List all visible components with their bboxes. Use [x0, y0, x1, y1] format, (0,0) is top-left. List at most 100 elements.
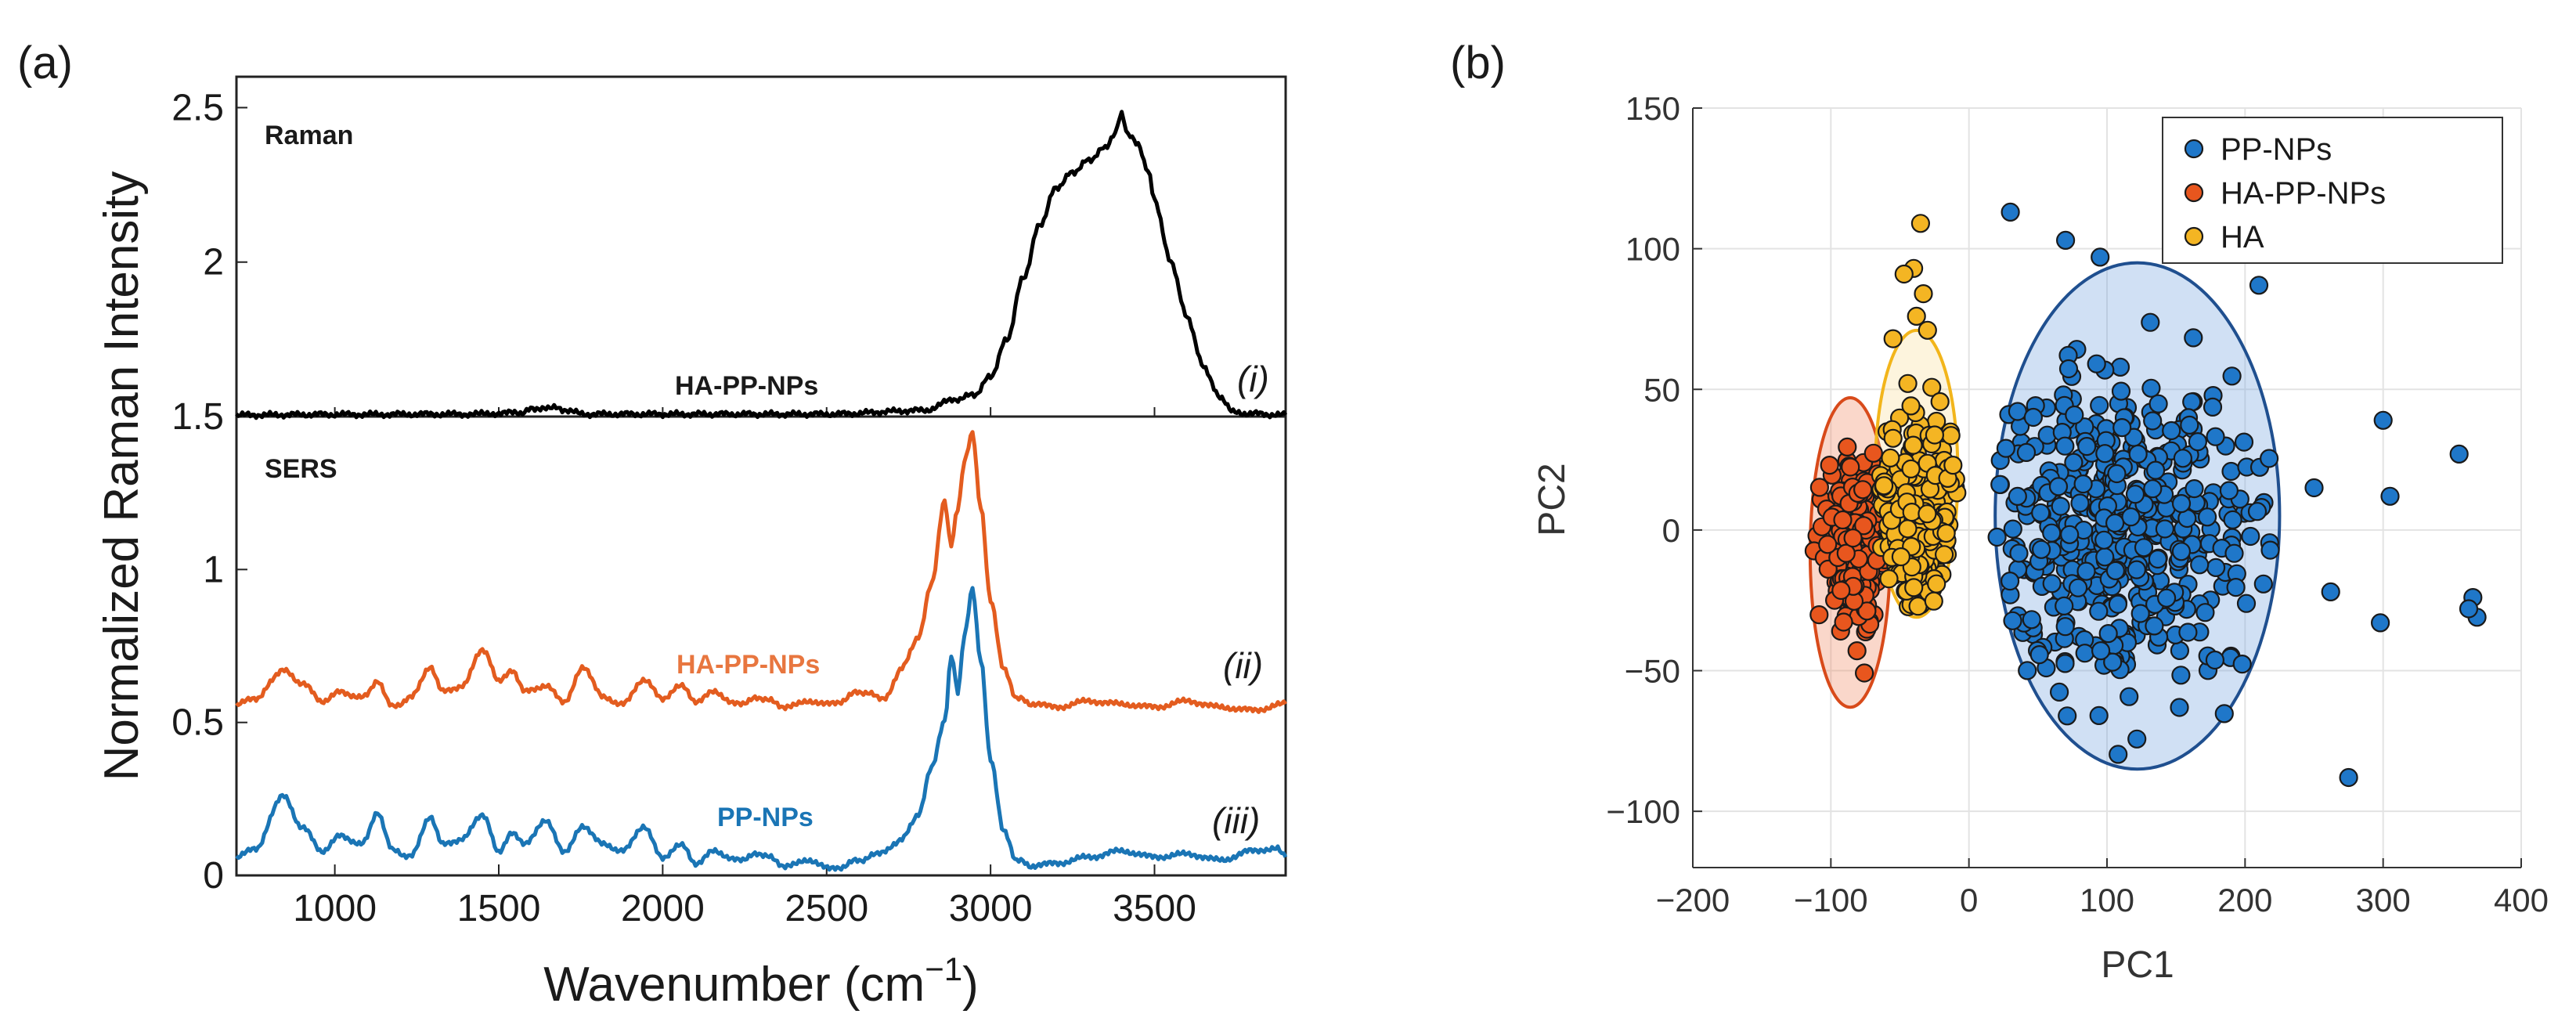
panel-a-frame	[235, 75, 1287, 877]
point-pp-nps	[2031, 503, 2051, 523]
point-pp-nps	[2001, 571, 2020, 591]
point-pp-nps	[2111, 381, 2131, 401]
point-pp-nps	[2190, 555, 2210, 575]
point-pp-nps	[2077, 436, 2097, 456]
point-ha-pp-nps	[1836, 543, 1856, 563]
sers-ha-pp-nps-label: HA-PP-NPs	[676, 650, 820, 680]
legend-marker-pp-nps	[2184, 139, 2204, 159]
xlabel-sup: −1	[925, 951, 962, 987]
point-ha	[1891, 547, 1910, 567]
point-pp-nps	[2170, 698, 2189, 717]
raman-title: Raman	[265, 121, 353, 150]
legend-label-pp-nps: PP-NPs	[2221, 132, 2332, 167]
point-ha	[1918, 320, 1937, 340]
xlabel-base: Wavenumber (cm	[543, 958, 925, 1012]
point-pp-nps	[2058, 359, 2079, 379]
point-ha-pp-nps	[1838, 437, 1857, 457]
y-tick-label: −50	[1625, 653, 1680, 690]
point-pp-nps	[2018, 661, 2037, 680]
legend-label-ha: HA	[2221, 220, 2264, 254]
panel-a: 1000 1500 2000 2500 3000 3500 1.5 2 2.5 0 0.5 1 Ram…	[95, 75, 1288, 1012]
point-ha-pp-nps	[1855, 663, 1874, 683]
point-pp-nps	[2075, 644, 2094, 663]
point-ha	[1874, 476, 1894, 496]
x-tick-label: 100	[2080, 882, 2134, 918]
point-ha	[1927, 574, 1946, 594]
point-pp-nps	[2055, 654, 2075, 673]
panel-a-lines	[235, 110, 1288, 872]
point-pp-nps	[2206, 427, 2225, 446]
x-tick-label: 1500	[457, 888, 541, 929]
point-ha	[1925, 425, 1944, 445]
point-pp-nps	[2008, 402, 2027, 421]
point-pp-nps	[2188, 431, 2207, 452]
point-pp-nps	[2221, 461, 2241, 482]
point-pp-nps	[2155, 519, 2174, 539]
point-pp-nps	[2108, 594, 2127, 614]
point-ha	[1914, 284, 1933, 304]
point-pp-nps	[2001, 202, 2020, 222]
point-pp-nps	[2260, 449, 2279, 468]
point-pp-nps	[1987, 527, 2007, 547]
point-pp-nps	[2185, 478, 2204, 499]
point-pp-nps	[2042, 523, 2062, 543]
point-pp-nps	[2095, 547, 2115, 567]
point-pp-nps	[2148, 549, 2167, 569]
point-pp-nps	[2206, 557, 2226, 578]
point-ha	[1883, 428, 1903, 448]
point-ha-pp-nps	[1841, 457, 1860, 477]
y-tick-label-top: 1.5	[171, 396, 224, 438]
sers-title: SERS	[265, 454, 337, 484]
point-pp-nps	[2234, 432, 2254, 452]
point-pp-nps	[2182, 392, 2202, 412]
x-tick-label: 300	[2356, 882, 2411, 918]
point-pp-nps	[2070, 493, 2090, 513]
point-pp-nps	[2223, 510, 2242, 530]
point-pp-nps	[2162, 420, 2181, 441]
raman-series-label: HA-PP-NPs	[675, 371, 818, 401]
point-pp-nps	[1996, 438, 2015, 458]
point-pp-nps	[2148, 394, 2168, 413]
panel-a-label: (a)	[17, 38, 73, 88]
point-pp-nps	[2069, 578, 2088, 597]
y-tick-label-bottom: 1	[203, 549, 224, 590]
point-ha-pp-nps	[1820, 455, 1839, 475]
point-pp-nps	[2224, 543, 2244, 563]
panel-a-ticks: 1000 1500 2000 2500 3000 3500 1.5 2 2.5 0 0.5 1	[171, 87, 1196, 929]
point-pp-nps	[2121, 507, 2141, 527]
x-tick-label: 3500	[1113, 888, 1196, 929]
x-tick-label: 0	[1960, 882, 1978, 918]
point-pp-nps	[2107, 464, 2127, 484]
point-pp-nps	[2171, 542, 2191, 561]
panel-a-ylabel: Normalized Raman Intensity	[95, 171, 149, 781]
raman-line-ha-pp-nps	[235, 110, 1288, 420]
point-ha-pp-nps	[1809, 604, 1829, 625]
point-pp-nps	[2146, 460, 2166, 480]
point-pp-nps	[2050, 682, 2069, 702]
point-ha-pp-nps	[1831, 580, 1851, 601]
point-pp-nps	[2060, 525, 2080, 544]
point-pp-nps	[2095, 444, 2115, 464]
point-pp-nps	[2094, 530, 2114, 550]
point-pp-nps	[2032, 539, 2051, 559]
point-ha	[1936, 523, 1956, 543]
y-tick-label-bottom: 0.5	[171, 702, 224, 744]
point-ha	[1935, 545, 1954, 565]
point-pp-nps	[2003, 611, 2022, 630]
point-pp-nps	[2198, 507, 2217, 527]
point-pp-nps	[2127, 729, 2147, 749]
point-pp-nps	[2109, 745, 2128, 764]
point-ha	[1879, 569, 1899, 589]
point-pp-nps	[2134, 538, 2154, 557]
point-pp-nps	[2029, 644, 2049, 665]
point-pp-nps	[2241, 526, 2260, 547]
point-pp-nps	[2247, 502, 2268, 521]
y-tick-label: 150	[1625, 90, 1680, 127]
point-pp-nps	[2180, 415, 2199, 435]
x-tick-label: 200	[2217, 882, 2272, 918]
point-pp-nps	[2089, 601, 2109, 621]
x-tick-label: −100	[1794, 882, 1868, 918]
point-pp-nps	[2236, 594, 2257, 613]
point-pp-nps	[2120, 687, 2139, 706]
